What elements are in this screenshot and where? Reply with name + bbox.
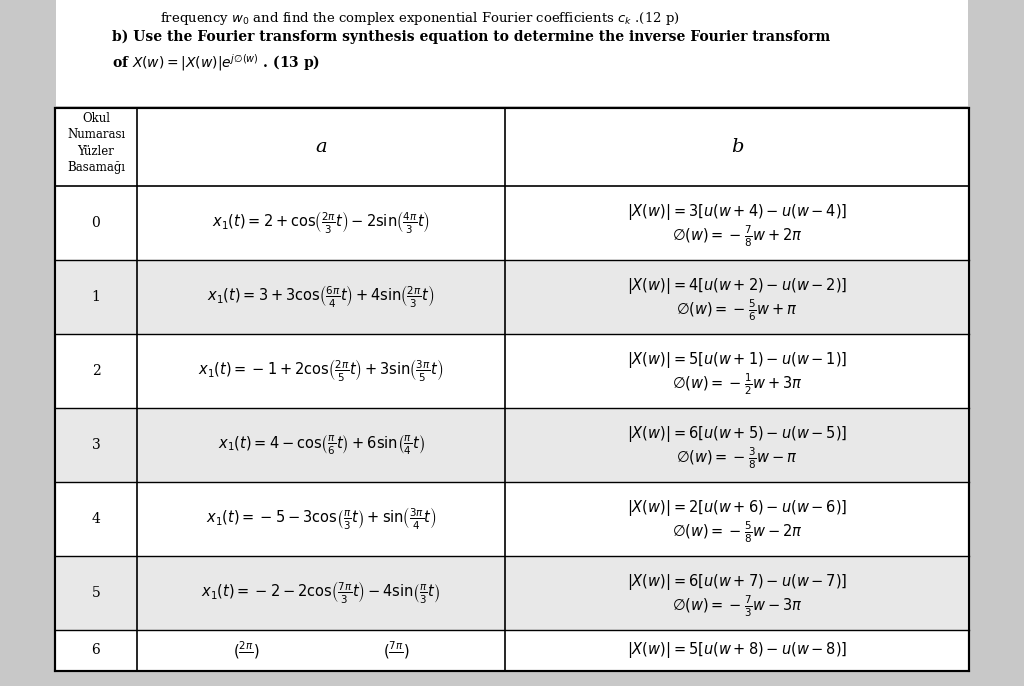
Text: frequency $w_0$ and find the complex exponential Fourier coefficients $c_k$ .(12: frequency $w_0$ and find the complex exp…	[160, 10, 680, 27]
Text: $\varnothing(w) = -\frac{5}{8}w - 2\pi$: $\varnothing(w) = -\frac{5}{8}w - 2\pi$	[672, 519, 802, 545]
Text: $|X(w)| = 6[u(w+5) - u(w-5)]$: $|X(w)| = 6[u(w+5) - u(w-5)]$	[627, 424, 847, 444]
Text: $\varnothing(w) = -\frac{1}{2}w + 3\pi$: $\varnothing(w) = -\frac{1}{2}w + 3\pi$	[672, 371, 802, 397]
Text: $x_1(t) = -2 - 2\cos\!\left(\frac{7\pi}{3}t\right) - 4\sin\!\left(\frac{\pi}{3}t: $x_1(t) = -2 - 2\cos\!\left(\frac{7\pi}{…	[202, 580, 440, 606]
Text: $|X(w)| = 5[u(w+1) - u(w-1)]$: $|X(w)| = 5[u(w+1) - u(w-1)]$	[627, 350, 847, 370]
Text: 6: 6	[91, 643, 100, 657]
Text: $|X(w)| = 5[u(w+8) - u(w-8)]$: $|X(w)| = 5[u(w+8) - u(w-8)]$	[627, 641, 847, 661]
Text: $x_1(t) = 4 - \cos\!\left(\frac{\pi}{6}t\right) + 6\sin\!\left(\frac{\pi}{4}t\ri: $x_1(t) = 4 - \cos\!\left(\frac{\pi}{6}t…	[217, 434, 424, 457]
Text: $x_1(t) = 2 + \cos\!\left(\frac{2\pi}{3}t\right) - 2\sin\!\left(\frac{4\pi}{3}t\: $x_1(t) = 2 + \cos\!\left(\frac{2\pi}{3}…	[212, 210, 430, 236]
Text: $\left(\frac{7\pi}{\,}\right)$: $\left(\frac{7\pi}{\,}\right)$	[383, 640, 410, 661]
Bar	[56, 556, 968, 630]
Text: $\left(\frac{2\pi}{\,}\right)$: $\left(\frac{2\pi}{\,}\right)$	[232, 640, 259, 661]
Text: $\varnothing(w) = -\frac{7}{3}w - 3\pi$: $\varnothing(w) = -\frac{7}{3}w - 3\pi$	[672, 593, 802, 619]
Text: 0: 0	[91, 216, 100, 230]
Text: a: a	[315, 138, 327, 156]
Text: $\varnothing(w) = -\frac{3}{8}w - \pi$: $\varnothing(w) = -\frac{3}{8}w - \pi$	[677, 445, 798, 471]
Text: 2: 2	[91, 364, 100, 378]
Bar	[56, 0, 968, 106]
Text: $x_1(t) = 3 + 3\cos\!\left(\frac{6\pi}{4}t\right) + 4\sin\!\left(\frac{2\pi}{3}t: $x_1(t) = 3 + 3\cos\!\left(\frac{6\pi}{4…	[207, 284, 434, 310]
Text: 5: 5	[91, 586, 100, 600]
Text: $|X(w)| = 4[u(w+2) - u(w-2)]$: $|X(w)| = 4[u(w+2) - u(w-2)]$	[627, 276, 847, 296]
Bar	[56, 260, 968, 334]
Bar	[55, 108, 969, 671]
Bar	[56, 408, 968, 482]
Text: of $X(w) = |X(w)|e^{j\varnothing(w)}$ . (13 p): of $X(w) = |X(w)|e^{j\varnothing(w)}$ . …	[112, 52, 321, 73]
Text: 4: 4	[91, 512, 100, 526]
Text: b) Use the Fourier transform synthesis equation to determine the inverse Fourier: b) Use the Fourier transform synthesis e…	[112, 30, 830, 45]
Text: $|X(w)| = 2[u(w+6) - u(w-6)]$: $|X(w)| = 2[u(w+6) - u(w-6)]$	[627, 498, 847, 518]
Text: 1: 1	[91, 290, 100, 304]
Text: 3: 3	[91, 438, 100, 452]
Text: $\varnothing(w) = -\frac{5}{6}w + \pi$: $\varnothing(w) = -\frac{5}{6}w + \pi$	[677, 297, 798, 322]
Text: Okul
Numarası
Yüzler
Basamağı: Okul Numarası Yüzler Basamağı	[67, 112, 125, 174]
Text: b: b	[731, 138, 743, 156]
Text: $|X(w)| = 6[u(w+7) - u(w-7)]$: $|X(w)| = 6[u(w+7) - u(w-7)]$	[627, 572, 847, 592]
Text: $\varnothing(w) = -\frac{7}{8}w + 2\pi$: $\varnothing(w) = -\frac{7}{8}w + 2\pi$	[672, 224, 802, 249]
Text: $x_1(t) = -1 + 2\cos\!\left(\frac{2\pi}{5}t\right) + 3\sin\!\left(\frac{3\pi}{5}: $x_1(t) = -1 + 2\cos\!\left(\frac{2\pi}{…	[199, 358, 443, 384]
Text: $x_1(t) = -5 - 3\cos\!\left(\frac{\pi}{3}t\right) + \sin\!\left(\frac{3\pi}{4}t\: $x_1(t) = -5 - 3\cos\!\left(\frac{\pi}{3…	[206, 506, 436, 532]
Text: $|X(w)| = 3[u(w+4) - u(w-4)]$: $|X(w)| = 3[u(w+4) - u(w-4)]$	[627, 202, 847, 222]
